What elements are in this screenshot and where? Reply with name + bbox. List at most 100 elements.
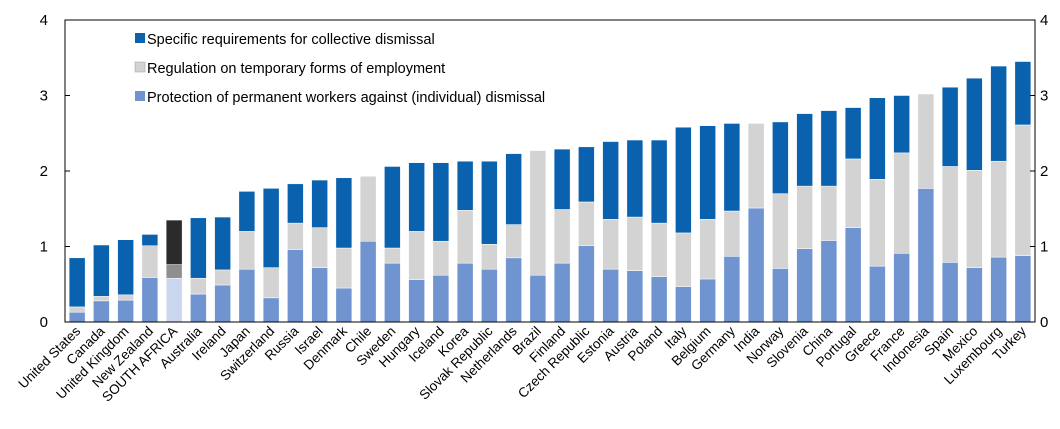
bar-ireland-permanent: [214, 284, 231, 323]
bar-czech-republic-collective: [578, 146, 595, 203]
bar-estonia-temporary: [602, 219, 619, 270]
bar-netherlands-temporary: [505, 224, 522, 259]
bar-indonesia-temporary: [917, 93, 935, 189]
bar-austria-permanent: [626, 270, 644, 323]
bar-south-africa-permanent: [165, 277, 183, 323]
bar-slovak-republic-temporary: [481, 243, 498, 270]
axes-group: [64, 19, 1036, 323]
legend-swatch-collective: [135, 33, 145, 43]
bar-finland-collective: [553, 148, 571, 210]
bar-china-permanent: [820, 240, 838, 323]
bar-switzerland-temporary: [262, 267, 280, 299]
bar-finland-temporary: [553, 209, 571, 264]
bar-poland-permanent: [650, 276, 668, 323]
bar-iceland-collective: [432, 162, 450, 242]
bar-israel-collective: [311, 179, 328, 228]
bar-luxembourg-temporary: [990, 160, 1007, 258]
bar-austria-collective: [626, 139, 644, 218]
bar-iceland-temporary: [432, 240, 450, 276]
bar-germany-collective: [723, 123, 741, 212]
legend-label-collective: Specific requirements for collective dis…: [147, 32, 435, 48]
bar-belgium-collective: [699, 125, 716, 220]
bar-turkey-temporary: [1014, 124, 1032, 256]
bar-germany-temporary: [723, 210, 741, 257]
bar-australia-collective: [190, 217, 207, 279]
bar-iceland-permanent: [432, 274, 450, 323]
bar-south-africa-temporary: [165, 264, 183, 279]
bar-new-zealand-temporary: [141, 245, 159, 278]
bar-canada-temporary: [93, 296, 110, 302]
bar-russia-collective: [287, 183, 304, 224]
bar-italy-temporary: [675, 232, 692, 287]
bar-netherlands-permanent: [505, 257, 522, 323]
bar-united-states-temporary: [68, 306, 86, 313]
bar-denmark-permanent: [335, 287, 353, 323]
bar-france-permanent: [893, 253, 910, 323]
bar-portugal-temporary: [844, 158, 862, 228]
right-tick-label-4: 4: [1040, 12, 1048, 29]
bar-japan-temporary: [238, 231, 256, 270]
bar-chile-permanent: [359, 240, 377, 323]
bar-indonesia-permanent: [917, 188, 935, 323]
bar-norway-collective: [772, 121, 789, 194]
bar-austria-temporary: [626, 216, 644, 271]
bar-belgium-temporary: [699, 219, 716, 280]
bar-slovak-republic-permanent: [481, 268, 498, 323]
bars-group: [68, 61, 1032, 323]
bar-belgium-permanent: [699, 278, 716, 323]
bar-czech-republic-temporary: [578, 201, 595, 247]
bar-mexico-collective: [966, 77, 983, 171]
bar-japan-permanent: [238, 268, 256, 323]
bar-korea-temporary: [456, 210, 474, 264]
bar-israel-permanent: [311, 267, 328, 323]
bar-korea-permanent: [456, 262, 474, 323]
bar-china-temporary: [820, 185, 838, 241]
bar-germany-permanent: [723, 256, 741, 323]
bar-brazil-temporary: [529, 150, 547, 276]
bar-united-kingdom-collective: [117, 239, 134, 296]
tick-labels-group: 0 0 1 1 2 2 3 3 4 4: [40, 12, 1049, 331]
bar-hungary-collective: [408, 162, 425, 232]
bar-switzerland-permanent: [262, 297, 280, 323]
bar-norway-permanent: [772, 268, 789, 323]
bar-slovenia-permanent: [796, 248, 813, 323]
bar-south-africa-collective: [165, 219, 183, 265]
bar-estonia-permanent: [602, 268, 619, 323]
legend-label-temporary: Regulation on temporary forms of employm…: [147, 61, 445, 77]
bar-japan-collective: [238, 191, 256, 232]
legend: Specific requirements for collective dis…: [134, 32, 545, 106]
bar-greece-collective: [869, 97, 886, 180]
bar-poland-temporary: [650, 222, 668, 277]
bar-slovenia-collective: [796, 113, 813, 187]
bar-france-temporary: [893, 152, 910, 254]
bar-korea-collective: [456, 160, 474, 211]
bar-ireland-collective: [214, 216, 231, 271]
bar-spain-collective: [941, 86, 959, 167]
bar-turkey-permanent: [1014, 255, 1032, 323]
bar-sweden-collective: [384, 166, 401, 249]
bar-italy-collective: [675, 126, 692, 234]
bar-greece-permanent: [869, 265, 886, 323]
left-tick-label-2: 2: [40, 163, 48, 180]
right-tick-label-3: 3: [1040, 88, 1048, 105]
bar-france-collective: [893, 95, 910, 154]
bar-netherlands-collective: [505, 153, 522, 225]
bar-hungary-temporary: [408, 231, 425, 280]
bar-russia-permanent: [287, 249, 304, 323]
bar-mexico-temporary: [966, 170, 983, 268]
bar-czech-republic-permanent: [578, 245, 595, 323]
bar-italy-permanent: [675, 286, 692, 323]
bar-canada-permanent: [93, 300, 110, 323]
right-tick-label-0: 0: [1040, 314, 1048, 331]
bar-china-collective: [820, 110, 838, 187]
bar-chile-temporary: [359, 176, 377, 242]
right-tick-label-2: 2: [1040, 163, 1048, 180]
bar-australia-permanent: [190, 293, 207, 323]
bar-spain-permanent: [941, 262, 959, 323]
bar-slovenia-temporary: [796, 185, 813, 250]
bar-russia-temporary: [287, 222, 304, 250]
bar-poland-collective: [650, 139, 668, 224]
bar-norway-temporary: [772, 193, 789, 269]
bar-finland-permanent: [553, 262, 571, 323]
